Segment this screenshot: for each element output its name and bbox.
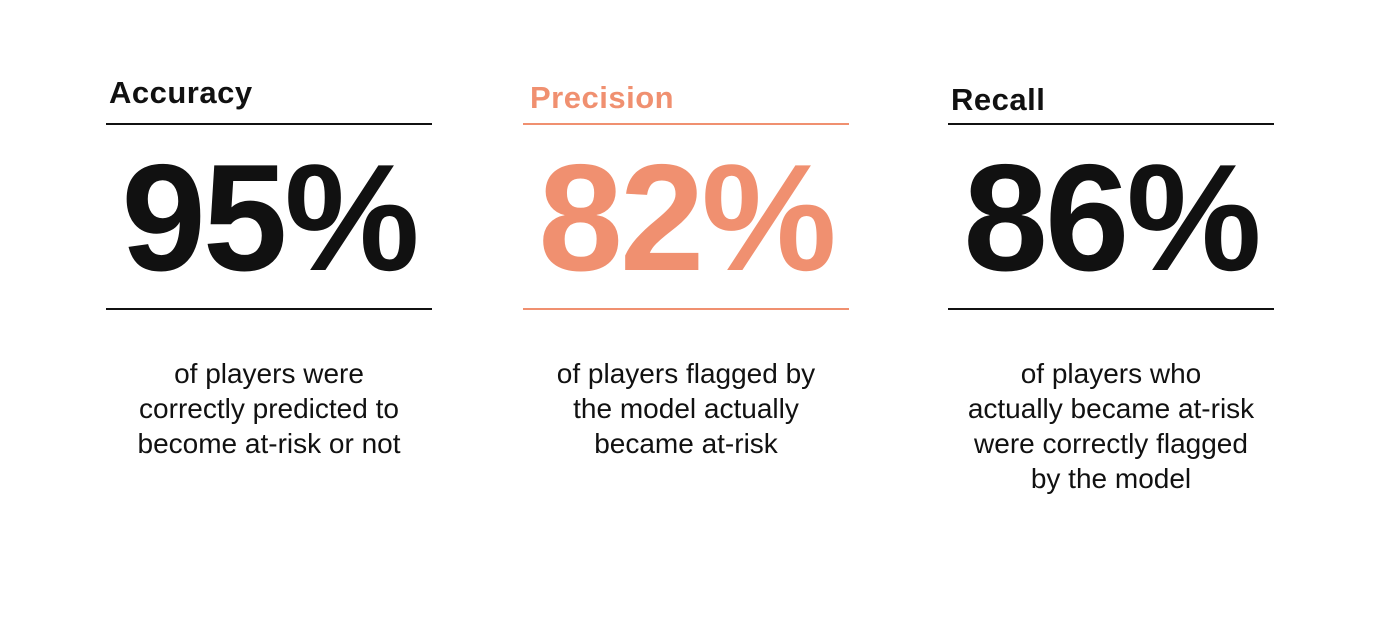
precision-description: of players flagged by the model actually…	[556, 358, 816, 459]
precision-value: 82%	[538, 133, 836, 303]
accuracy-bottom-rule	[106, 308, 432, 310]
accuracy-title: Accuracy	[109, 75, 253, 110]
recall-title: Recall	[951, 82, 1046, 117]
recall-metric-card: Recall 86% of players who actually becam…	[948, 0, 1274, 642]
accuracy-description: of players were correctly predicted to b…	[137, 358, 401, 459]
recall-value: 86%	[963, 133, 1261, 303]
precision-title: Precision	[530, 80, 675, 115]
precision-top-rule	[523, 123, 849, 125]
precision-bottom-rule	[523, 308, 849, 310]
accuracy-metric-card: Accuracy 95% of players were correctly p…	[106, 0, 432, 642]
recall-bottom-rule	[948, 308, 1274, 310]
accuracy-value: 95%	[121, 133, 419, 303]
accuracy-top-rule	[106, 123, 432, 125]
recall-top-rule	[948, 123, 1274, 125]
recall-description: of players who actually became at-risk w…	[967, 358, 1255, 494]
precision-metric-card: Precision 82% of players flagged by the …	[523, 0, 849, 642]
